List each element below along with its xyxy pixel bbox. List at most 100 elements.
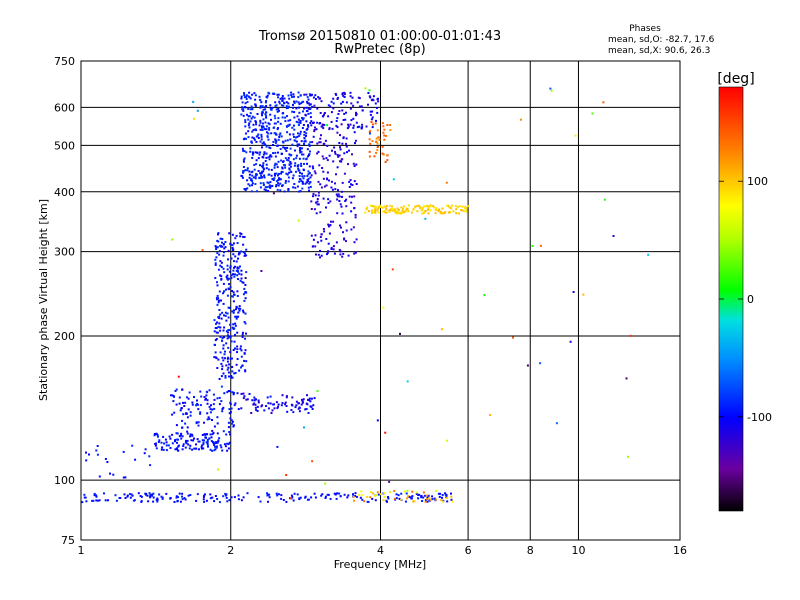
- scatter-point: [326, 253, 328, 256]
- scatter-point: [261, 404, 264, 407]
- scatter-point: [261, 110, 264, 113]
- scatter-point: [298, 406, 301, 409]
- scatter-point: [360, 490, 363, 493]
- scatter-point: [316, 203, 319, 206]
- scatter-point: [426, 498, 429, 500]
- scatter-point: [209, 497, 212, 500]
- scatter-point: [262, 182, 265, 185]
- scatter-point: [236, 242, 239, 244]
- scatter-point: [277, 144, 280, 147]
- scatter-point: [306, 148, 309, 151]
- scatter-point: [260, 101, 263, 104]
- scatter-point: [98, 499, 101, 502]
- scatter-point: [450, 207, 453, 210]
- scatter-point: [244, 121, 247, 124]
- scatter-point: [422, 491, 425, 494]
- scatter-point: [226, 500, 229, 503]
- scatter-point: [206, 402, 209, 405]
- scatter-point: [285, 101, 288, 104]
- scatter-point: [429, 204, 432, 207]
- scatter-point: [266, 186, 269, 189]
- scatter-point: [343, 238, 346, 241]
- scatter-point: [257, 496, 260, 499]
- scatter-point: [256, 151, 259, 154]
- scatter-point: [374, 210, 377, 213]
- scatter-point: [291, 396, 294, 399]
- scatter-point: [196, 399, 198, 402]
- scatter-point: [337, 113, 340, 115]
- scatter-point: [254, 103, 257, 106]
- scatter-point: [297, 402, 300, 405]
- scatter-point: [193, 396, 195, 398]
- scatter-point: [328, 154, 331, 157]
- scatter-point: [213, 343, 216, 346]
- scatter-point: [152, 496, 155, 499]
- scatter-point: [365, 125, 368, 128]
- scatter-point: [320, 254, 323, 257]
- scatter-point: [269, 147, 272, 150]
- scatter-point: [233, 404, 236, 407]
- scatter-point: [296, 493, 299, 496]
- scatter-point: [374, 102, 377, 105]
- scatter-point: [161, 496, 164, 499]
- scatter-point: [226, 449, 229, 452]
- scatter-point: [347, 125, 350, 128]
- scatter-point: [216, 284, 219, 287]
- scatter-point: [305, 158, 308, 161]
- scatter-point: [177, 375, 180, 378]
- scatter-point: [249, 147, 252, 150]
- scatter-point: [316, 390, 319, 392]
- scatter-point: [316, 198, 319, 200]
- scatter-point: [259, 106, 262, 109]
- scatter-point: [313, 130, 316, 133]
- scatter-point: [293, 124, 295, 127]
- scatter-point: [302, 398, 305, 401]
- y-tick-label: 600: [54, 101, 75, 114]
- scatter-point: [262, 108, 265, 111]
- scatter-point: [275, 184, 278, 186]
- scatter-point: [287, 180, 290, 183]
- scatter-point: [233, 275, 236, 278]
- scatter-point: [280, 497, 283, 500]
- scatter-point: [232, 425, 235, 428]
- scatter-point: [243, 359, 246, 362]
- scatter-point: [96, 453, 99, 456]
- scatter-point: [296, 135, 299, 138]
- scatter-point: [231, 422, 233, 425]
- scatter-point: [340, 160, 343, 163]
- scatter-point: [388, 491, 391, 494]
- scatter-point: [179, 409, 182, 412]
- scatter-point: [383, 134, 386, 137]
- scatter-point: [281, 394, 284, 397]
- scatter-point: [411, 490, 414, 493]
- scatter-point: [411, 495, 414, 498]
- scatter-point: [213, 443, 216, 446]
- scatter-point: [295, 170, 297, 173]
- scatter-point: [224, 494, 227, 497]
- scatter-point: [225, 496, 228, 499]
- scatter-point: [189, 411, 192, 414]
- scatter-point: [295, 157, 298, 160]
- scatter-point: [260, 135, 263, 138]
- scatter-point: [211, 433, 214, 436]
- scatter-point: [214, 258, 217, 261]
- scatter-point: [243, 321, 246, 323]
- scatter-point: [326, 251, 329, 254]
- scatter-point: [301, 153, 303, 156]
- scatter-point: [160, 495, 163, 498]
- scatter-point: [371, 497, 374, 500]
- scatter-point: [382, 131, 385, 134]
- scatter-point: [441, 212, 444, 215]
- scatter-point: [371, 98, 374, 101]
- scatter-point: [446, 439, 449, 442]
- scatter-point: [371, 123, 374, 126]
- scatter-point: [421, 500, 424, 502]
- scatter-point: [316, 152, 319, 155]
- scatter-point: [435, 489, 438, 492]
- scatter-point: [339, 253, 342, 256]
- scatter-point: [185, 439, 187, 442]
- scatter-point: [262, 141, 265, 144]
- scatter-point: [277, 127, 279, 129]
- scatter-point: [255, 398, 257, 401]
- scatter-point: [416, 210, 419, 213]
